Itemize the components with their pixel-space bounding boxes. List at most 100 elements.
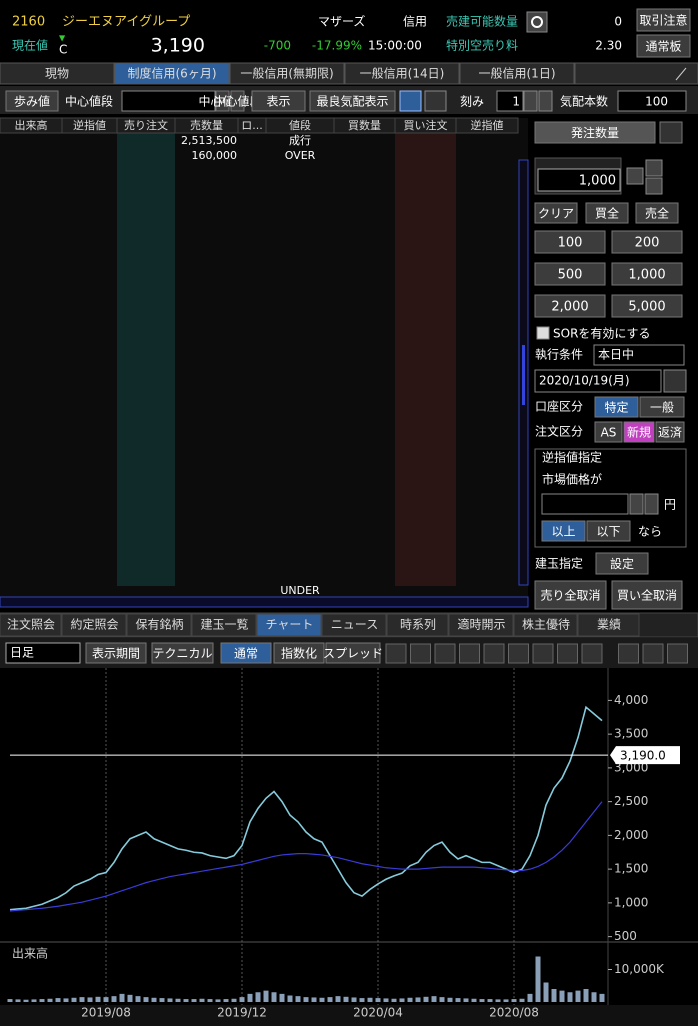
button[interactable] bbox=[541, 520, 586, 542]
volume-bar bbox=[383, 998, 389, 1002]
button[interactable] bbox=[594, 421, 623, 443]
button[interactable] bbox=[611, 294, 683, 318]
button[interactable] bbox=[636, 8, 691, 32]
button[interactable] bbox=[230, 90, 245, 112]
button[interactable] bbox=[611, 580, 683, 610]
spinner[interactable] bbox=[645, 159, 663, 177]
input[interactable] bbox=[121, 90, 216, 112]
button[interactable] bbox=[309, 90, 396, 112]
tool-icon[interactable] bbox=[581, 643, 603, 664]
qty-input[interactable] bbox=[537, 168, 621, 192]
volume-bar bbox=[151, 997, 157, 1002]
refresh-button[interactable] bbox=[526, 11, 548, 33]
tab[interactable] bbox=[191, 613, 257, 637]
button[interactable] bbox=[251, 90, 306, 112]
button[interactable] bbox=[611, 262, 683, 286]
button[interactable] bbox=[585, 202, 629, 224]
button[interactable] bbox=[534, 262, 606, 286]
button[interactable] bbox=[655, 421, 685, 443]
spinner[interactable] bbox=[645, 177, 663, 195]
button[interactable] bbox=[273, 642, 325, 664]
button[interactable] bbox=[534, 294, 606, 318]
y-tick-label: 2,500 bbox=[614, 794, 648, 808]
button[interactable] bbox=[534, 580, 607, 610]
tab-label: 適時開示 bbox=[457, 617, 505, 632]
tool-icon[interactable] bbox=[459, 643, 480, 664]
button[interactable] bbox=[534, 121, 656, 144]
button-label: 新規 bbox=[627, 425, 651, 440]
button[interactable] bbox=[594, 396, 639, 418]
volume-bar bbox=[127, 994, 133, 1002]
tab[interactable] bbox=[459, 62, 575, 85]
button[interactable] bbox=[220, 642, 272, 664]
tab[interactable] bbox=[386, 613, 449, 637]
volume-bar bbox=[159, 998, 165, 1002]
tool-icon[interactable] bbox=[618, 643, 639, 664]
button-label: 中心値段 bbox=[213, 94, 261, 109]
tab[interactable] bbox=[256, 613, 322, 637]
button[interactable] bbox=[85, 642, 147, 664]
button[interactable] bbox=[215, 90, 230, 112]
volume-bar bbox=[15, 999, 21, 1002]
tool-icon[interactable] bbox=[483, 643, 505, 664]
tab-label: 業績 bbox=[597, 618, 621, 632]
tab[interactable] bbox=[114, 62, 230, 85]
spinner[interactable] bbox=[629, 493, 644, 515]
input[interactable] bbox=[541, 493, 629, 515]
button[interactable] bbox=[639, 396, 685, 418]
button[interactable] bbox=[534, 230, 606, 254]
tab[interactable] bbox=[61, 613, 127, 637]
button[interactable] bbox=[635, 202, 679, 224]
tab[interactable] bbox=[126, 613, 192, 637]
button-label: 以上 bbox=[551, 525, 575, 539]
tab[interactable] bbox=[321, 613, 387, 637]
layout-icon[interactable] bbox=[399, 90, 422, 112]
button[interactable] bbox=[636, 34, 691, 58]
volume-bar bbox=[399, 998, 405, 1002]
volume-bar bbox=[199, 998, 205, 1002]
tab[interactable] bbox=[0, 62, 115, 85]
input[interactable] bbox=[496, 90, 524, 112]
tab[interactable] bbox=[344, 62, 460, 85]
button[interactable] bbox=[5, 90, 59, 112]
panel-toggle[interactable] bbox=[659, 121, 683, 144]
select[interactable] bbox=[617, 90, 687, 112]
button[interactable] bbox=[325, 642, 381, 664]
button[interactable] bbox=[586, 520, 631, 542]
spinner[interactable] bbox=[644, 493, 659, 515]
tool-icon[interactable] bbox=[532, 643, 554, 664]
select[interactable] bbox=[593, 344, 685, 366]
spinner[interactable] bbox=[626, 167, 644, 185]
spinner[interactable] bbox=[538, 90, 553, 112]
tab[interactable] bbox=[0, 613, 62, 637]
tab[interactable] bbox=[448, 613, 514, 637]
button-label: 通常板 bbox=[645, 40, 681, 54]
y-tick-label: 3,500 bbox=[614, 727, 648, 741]
tool-icon[interactable] bbox=[410, 643, 431, 664]
tab[interactable] bbox=[229, 62, 345, 85]
column-label: 出来高 bbox=[15, 118, 48, 132]
button[interactable] bbox=[623, 421, 655, 443]
tool-icon[interactable] bbox=[642, 643, 664, 664]
checkbox[interactable] bbox=[536, 326, 550, 340]
button[interactable] bbox=[611, 230, 683, 254]
label: 1 bbox=[512, 95, 520, 109]
tool-icon[interactable] bbox=[557, 643, 578, 664]
select[interactable] bbox=[5, 642, 81, 664]
button[interactable] bbox=[151, 642, 214, 664]
label: 15:00:00 bbox=[368, 39, 422, 53]
tool-icon[interactable] bbox=[667, 643, 688, 664]
label: 3,190 bbox=[151, 35, 205, 57]
button-label: 一般 bbox=[650, 400, 674, 415]
tool-icon[interactable] bbox=[434, 643, 456, 664]
tool-icon[interactable] bbox=[385, 643, 407, 664]
calendar-button[interactable] bbox=[663, 369, 687, 393]
button[interactable] bbox=[534, 202, 578, 224]
spinner[interactable] bbox=[523, 90, 538, 112]
tab[interactable] bbox=[513, 613, 578, 637]
tab[interactable] bbox=[577, 613, 640, 637]
layout-icon[interactable] bbox=[424, 90, 447, 112]
tool-icon[interactable] bbox=[508, 643, 529, 664]
button[interactable] bbox=[595, 552, 649, 575]
date-select[interactable] bbox=[534, 369, 662, 393]
